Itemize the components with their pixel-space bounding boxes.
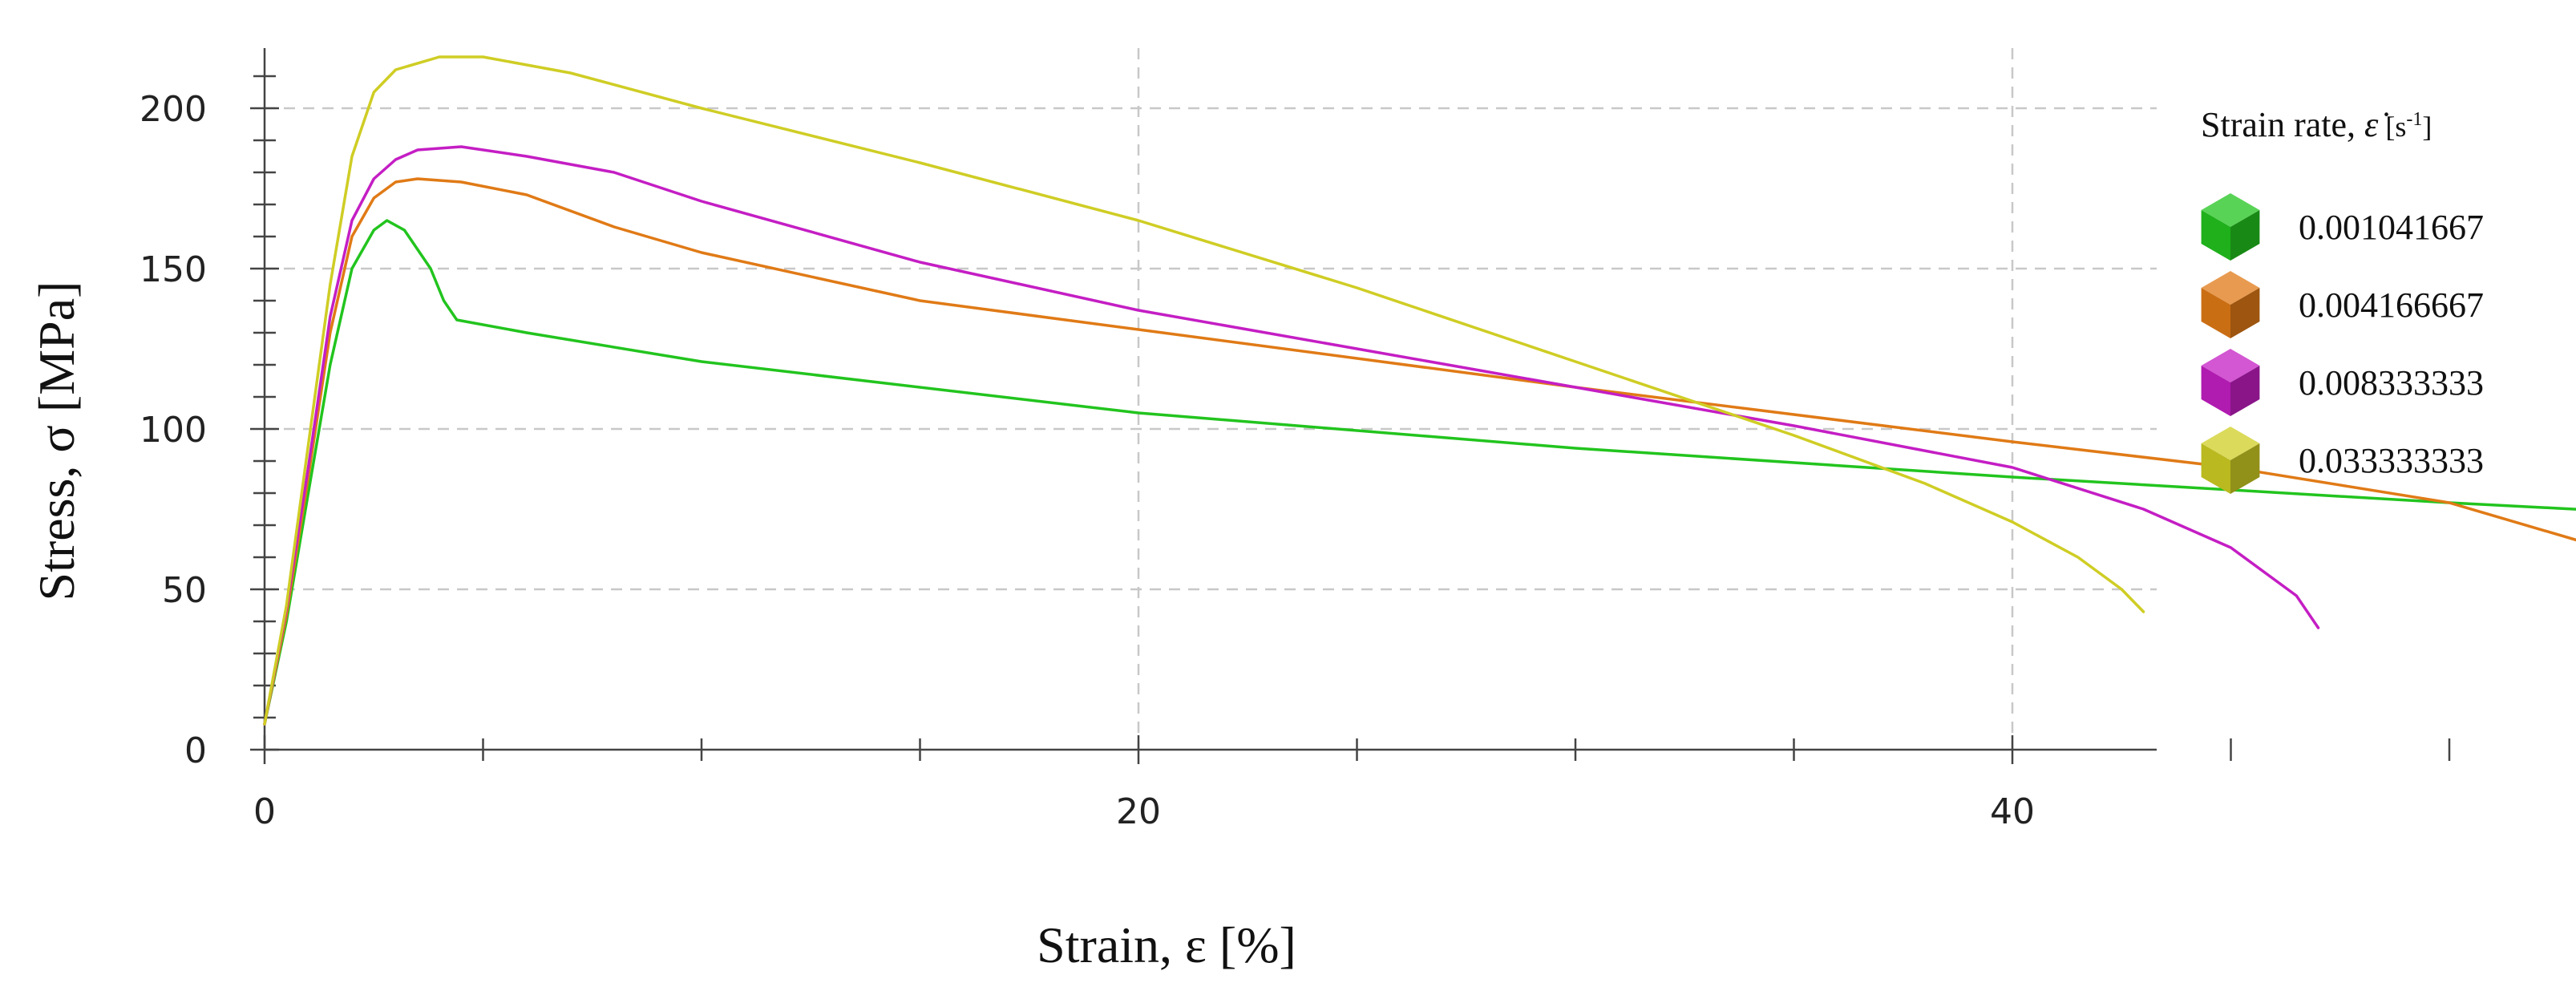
y-tick-label-0: 0 [184, 730, 207, 771]
series-layer [263, 55, 2576, 726]
legend-marker-left-face [2201, 443, 2230, 494]
legend-marker-right-face [2230, 443, 2260, 494]
y-tick-label-50: 50 [162, 570, 207, 611]
series-line-4 [263, 55, 2145, 726]
legend-marker-right-face [2230, 288, 2260, 338]
legend-marker-left-face [2201, 288, 2230, 338]
legend-label-1: 0.001041667 [2299, 208, 2484, 247]
legend-title-unit: [s [2378, 111, 2406, 143]
y-tick-label-100: 100 [140, 410, 207, 451]
legend-marker-right-face [2230, 210, 2260, 261]
grid-layer [265, 48, 2157, 750]
series-line-3 [263, 145, 2320, 726]
y-tick-label-150: 150 [140, 249, 207, 290]
x-tick-label-40: 40 [1990, 791, 2035, 832]
y-axis-title: Stress, σ [MPa] [28, 281, 85, 601]
legend-item-1: 0.001041667 [2201, 193, 2484, 261]
legend-item-4: 0.033333333 [2201, 427, 2484, 494]
legend-marker-right-face [2230, 366, 2260, 416]
legend-item-3: 0.008333333 [2201, 349, 2484, 416]
legend-title: Strain rate, ε̇ [s-1] [2201, 105, 2432, 144]
legend-marker-left-face [2201, 210, 2230, 261]
series-line-2 [263, 177, 2576, 726]
legend-title-close: ] [2422, 111, 2432, 143]
legend-marker-left-face [2201, 366, 2230, 416]
series-line-1 [263, 219, 2576, 726]
legend-item-2: 0.004166667 [2201, 271, 2484, 338]
legend-label-2: 0.004166667 [2299, 285, 2484, 325]
x-tick-label-0: 0 [253, 791, 276, 832]
legend-title-main: Strain rate, [2201, 105, 2364, 144]
legend-title-exp: -1 [2406, 109, 2422, 130]
legend-label-3: 0.008333333 [2299, 363, 2484, 402]
x-axis-title: Strain, ε [%] [1037, 916, 1296, 973]
legend: 0.001041667 0.004166667 0.008333333 0.03333… [2201, 193, 2484, 494]
x-tick-label-20: 20 [1116, 791, 1161, 832]
axis-layer: 020406080050100150200 [140, 48, 2451, 832]
legend-label-4: 0.033333333 [2299, 441, 2484, 480]
y-tick-label-200: 200 [140, 89, 207, 130]
